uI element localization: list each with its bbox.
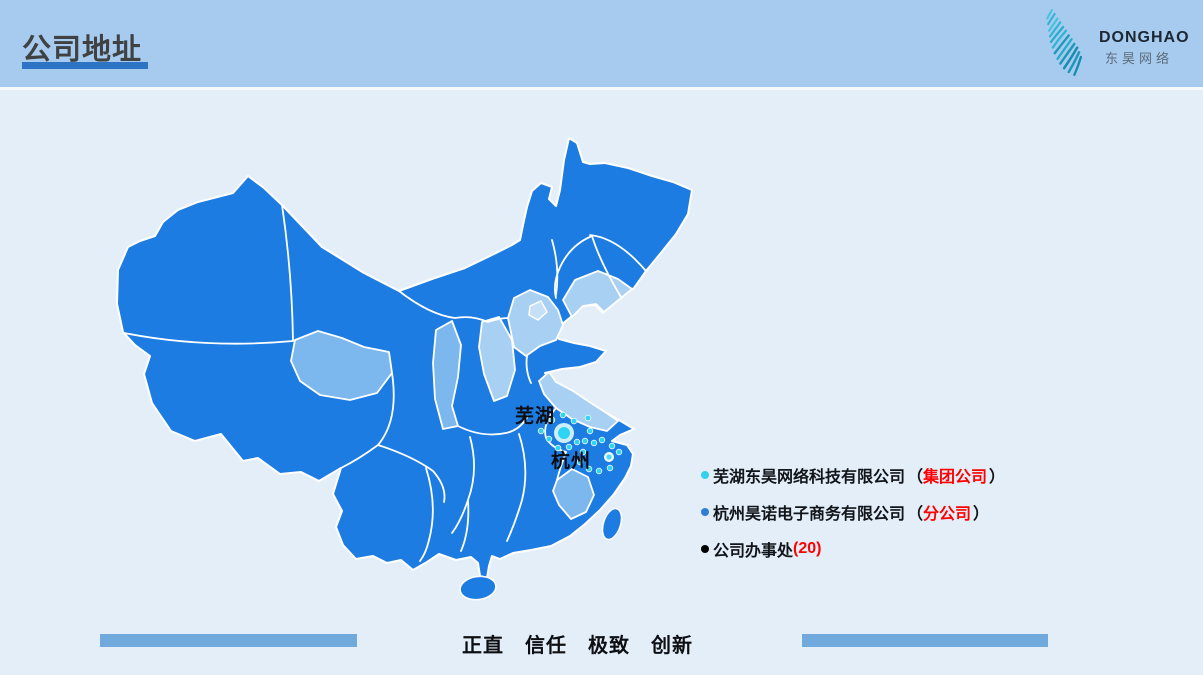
company-logo: DONGHAO 东昊网络 bbox=[1035, 2, 1195, 82]
legend-highlight: 分公司 bbox=[923, 506, 972, 523]
legend-bullet-blue bbox=[701, 508, 709, 516]
logo-brand-text: DONGHAO bbox=[1099, 29, 1190, 46]
feather-fan-icon bbox=[1046, 9, 1083, 76]
legend-item-branch-company: 杭州昊诺电子商务有限公司 （ 分公司 ） bbox=[701, 502, 1005, 523]
legend-bullet-cyan bbox=[701, 471, 709, 479]
title-underline bbox=[22, 62, 148, 69]
legend-paren-close: ） bbox=[989, 469, 1006, 486]
legend-item-group-company: 芜湖东昊网络科技有限公司 （ 集团公司 ） bbox=[701, 465, 1006, 486]
province-light-regions bbox=[290, 270, 633, 520]
legend-paren-open: （ bbox=[907, 506, 924, 523]
legend-bullet-black bbox=[701, 545, 709, 553]
city-label-hangzhou: 杭州 bbox=[551, 451, 592, 472]
islands bbox=[459, 507, 623, 601]
city-label-wuhu: 芜湖 bbox=[515, 406, 556, 427]
footer-accent-bar-right bbox=[802, 634, 1048, 647]
office-dots bbox=[537, 411, 623, 475]
china-mainland bbox=[116, 137, 693, 579]
logo-brand-subtext: 东昊网络 bbox=[1105, 51, 1174, 66]
hangzhou-marker bbox=[604, 452, 614, 462]
wuhu-marker bbox=[554, 423, 574, 443]
province-borders bbox=[123, 204, 647, 562]
legend-highlight: (20) bbox=[793, 540, 822, 557]
legend-paren-open: （ bbox=[907, 469, 924, 486]
legend-label: 杭州昊诺电子商务有限公司 bbox=[713, 506, 906, 523]
page-title: 公司地址 bbox=[22, 34, 143, 66]
company-motto: 正直 信任 极致 创新 bbox=[462, 635, 693, 657]
legend-paren-close: ） bbox=[973, 506, 990, 523]
legend-item-offices: 公司办事处 (20) bbox=[701, 539, 1005, 560]
legend-label: 公司办事处 bbox=[713, 543, 794, 560]
map-legend: 芜湖东昊网络科技有限公司 （ 集团公司 ） 杭州昊诺电子商务有限公司 （ 分公司… bbox=[701, 465, 1005, 576]
slide-header: 公司地址 DONGHAO bbox=[0, 0, 1203, 87]
legend-highlight: 集团公司 bbox=[923, 469, 988, 486]
footer-accent-bar-left bbox=[100, 634, 357, 647]
legend-label: 芜湖东昊网络科技有限公司 bbox=[713, 469, 906, 486]
